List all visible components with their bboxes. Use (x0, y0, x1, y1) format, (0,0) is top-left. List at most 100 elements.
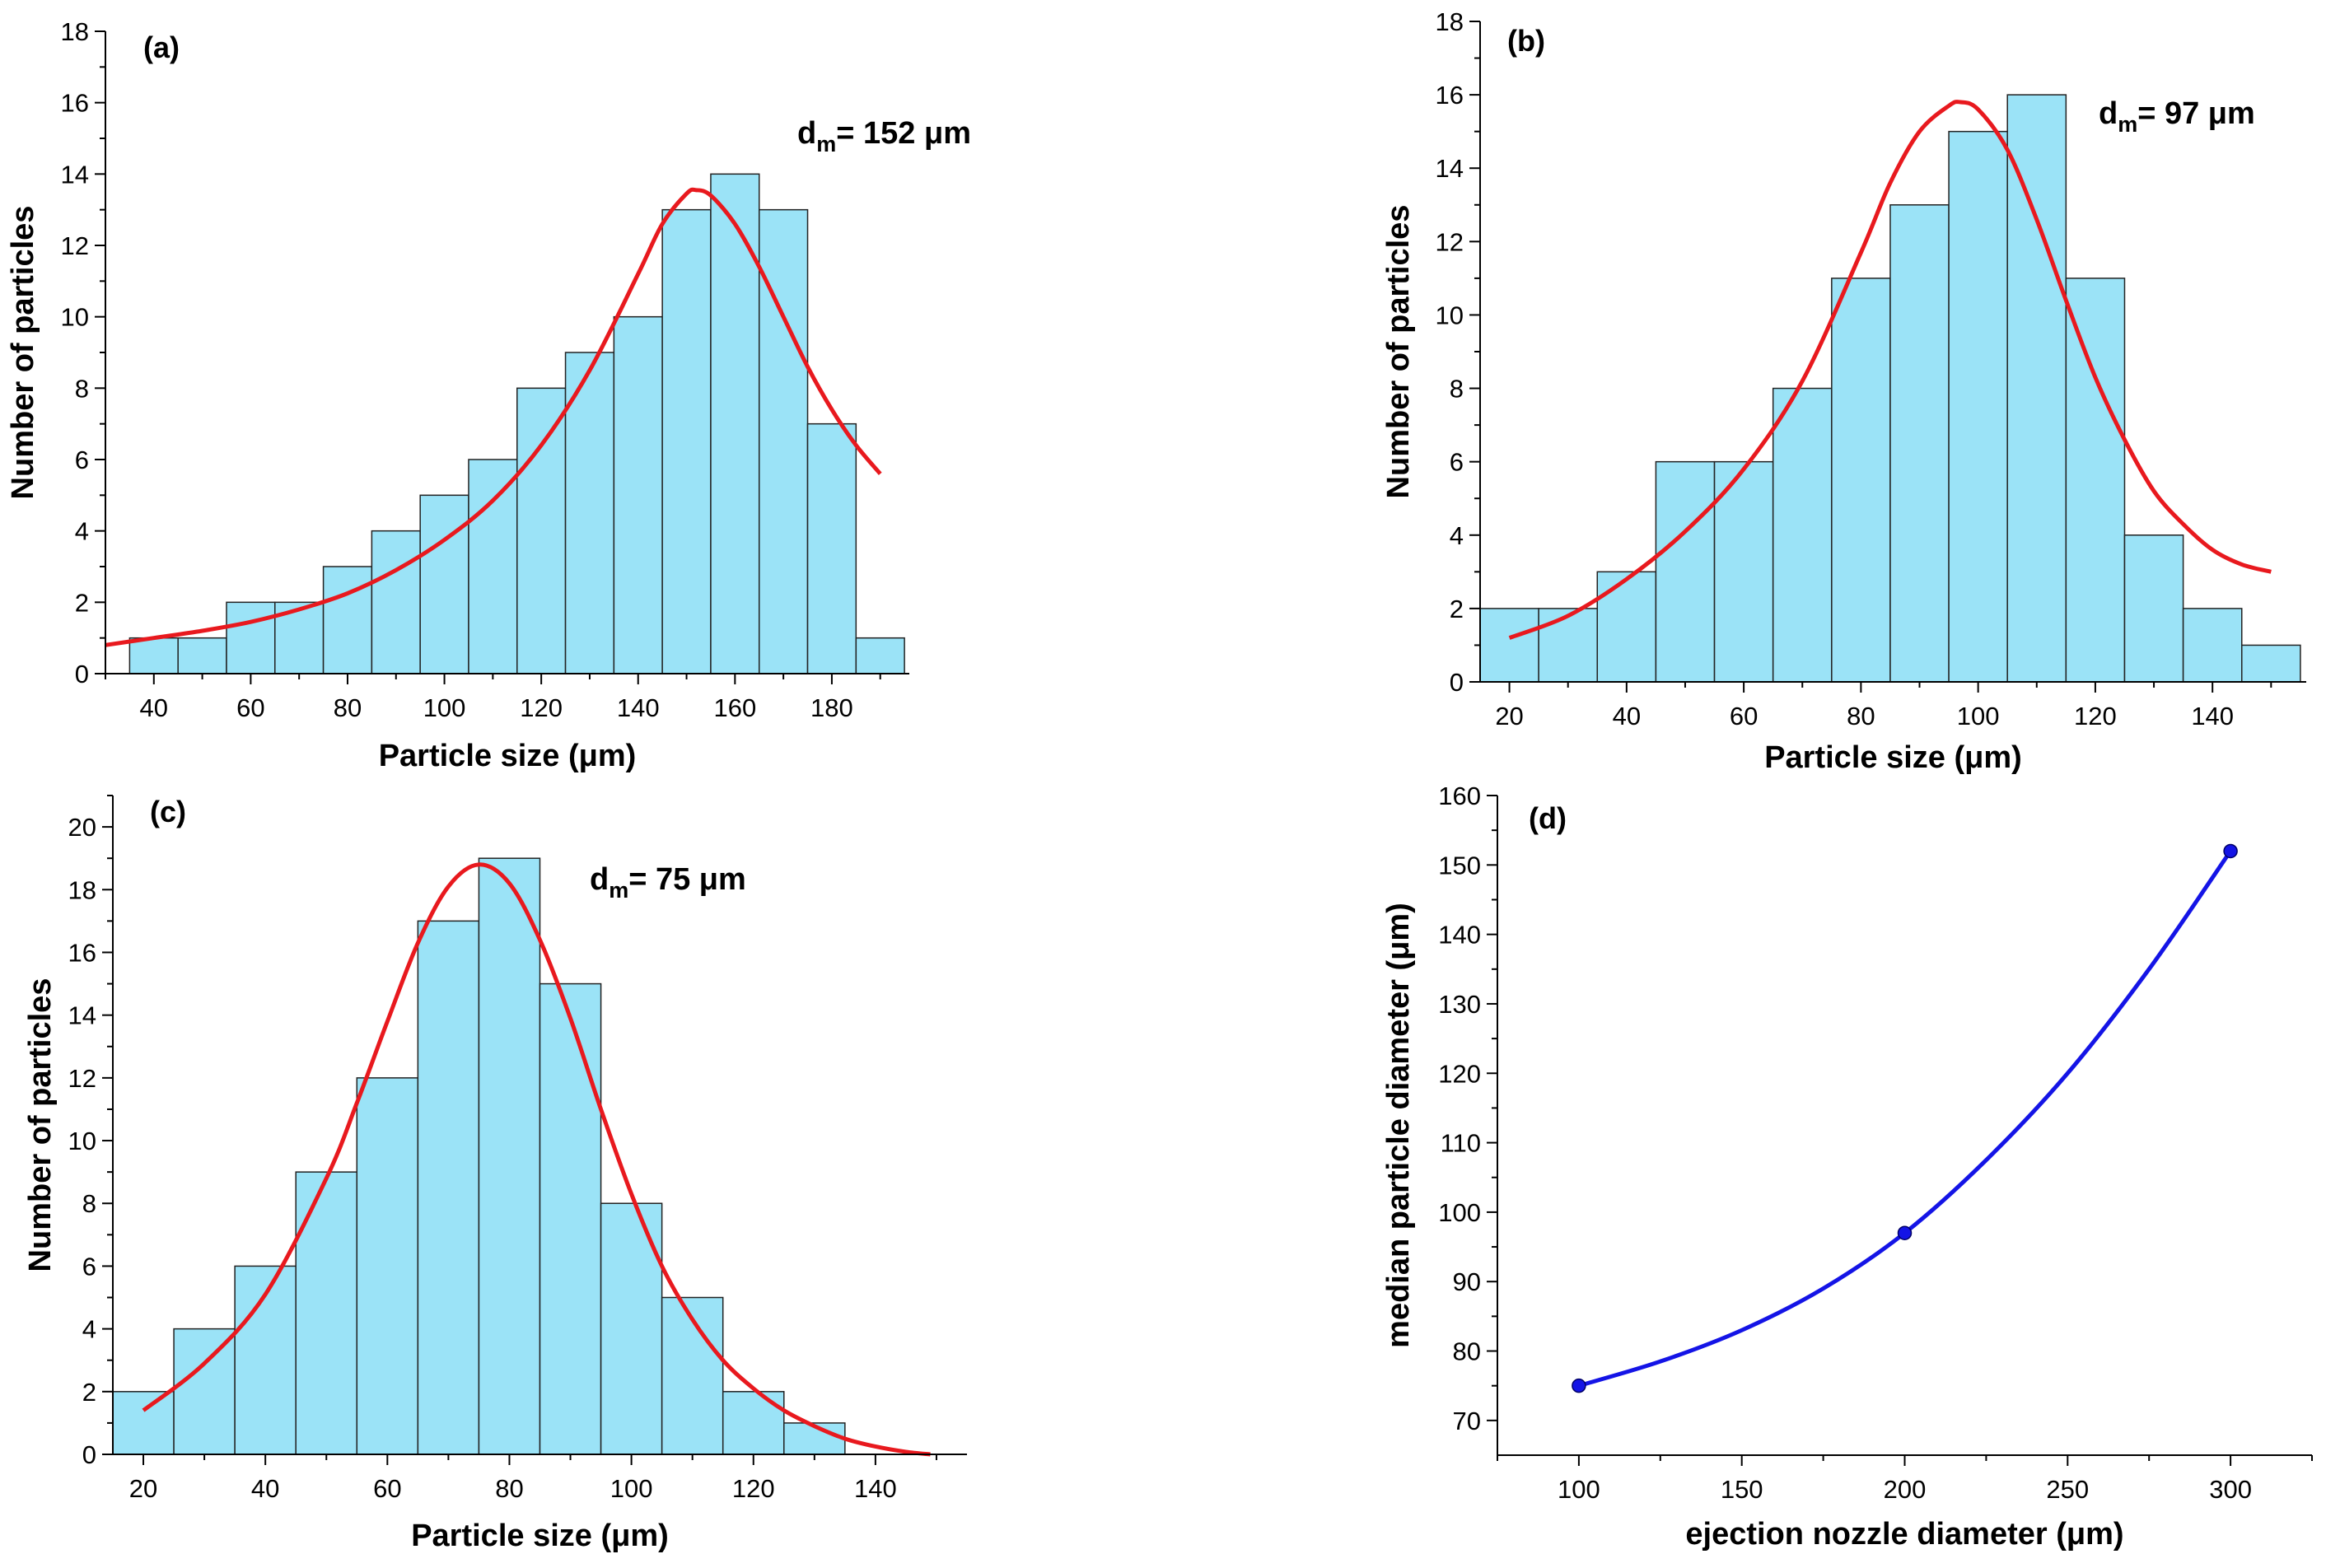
y-tick-label: 12 (68, 1064, 96, 1093)
y-axis-title: Number of particles (23, 978, 58, 1272)
histogram-bar-1 (1479, 608, 1539, 683)
histogram-bar-8 (1889, 204, 1950, 683)
annotation-symbol: d (2099, 96, 2118, 131)
histogram-bar-5 (1713, 460, 1774, 683)
median-annotation: dm= 97 μm (2099, 96, 2255, 137)
x-tick-label: 60 (236, 693, 264, 722)
x-tick-label: 120 (732, 1474, 775, 1503)
histogram-bar-8 (539, 982, 602, 1455)
histogram-bar-15 (806, 422, 857, 674)
y-axis-title: Number of particles (6, 206, 40, 500)
data-point-3 (2223, 843, 2238, 859)
x-tick-label: 80 (1847, 702, 1875, 730)
histogram-bar-4 (295, 1171, 358, 1455)
median-annotation: dm= 75 μm (590, 862, 746, 903)
histogram-bar-4 (1655, 460, 1716, 683)
y-axis-title: Number of particles (1381, 205, 1416, 499)
y-tick-label: 14 (68, 1001, 96, 1030)
y-tick-label: 10 (1436, 301, 1464, 329)
x-tick-label: 20 (1495, 702, 1523, 730)
annotation-symbol: d (797, 116, 816, 151)
annotation-subscript: m (816, 132, 836, 156)
y-tick-label: 12 (61, 231, 89, 260)
y-tick-label: 18 (68, 875, 96, 904)
x-tick-label: 80 (495, 1474, 523, 1503)
x-tick-label: 20 (129, 1474, 157, 1503)
x-tick-label: 60 (1730, 702, 1758, 730)
y-tick-label: 0 (1450, 668, 1464, 697)
annotation-value: = 97 μm (2137, 96, 2255, 131)
y-tick-label: 10 (68, 1127, 96, 1155)
fit-curve (105, 187, 882, 647)
histogram-bar-13 (710, 173, 760, 674)
annotation-value: = 75 μm (628, 862, 746, 897)
histogram-bar-5 (356, 1077, 419, 1455)
histogram-bar-8 (468, 459, 518, 674)
y-tick-label: 12 (1436, 227, 1464, 256)
histogram-bar-10 (564, 352, 615, 674)
x-tick-label: 60 (373, 1474, 401, 1503)
x-tick-label: 300 (2209, 1475, 2252, 1504)
fit-curve (1508, 100, 2272, 640)
y-tick-label: 130 (1438, 990, 1481, 1019)
x-tick-label: 120 (520, 693, 563, 722)
histogram-bar-2 (173, 1328, 236, 1455)
panel-a: 40 60 80 100 120 140 160 180 0 2 4 6 8 10 12 14 16 18 Part… (6, 17, 971, 773)
y-tick-label: 4 (75, 517, 89, 546)
y-tick-label: 150 (1438, 851, 1481, 880)
annotation-subscript: m (609, 878, 628, 903)
data-point-2 (1897, 1225, 1913, 1240)
y-tick-label: 70 (1453, 1407, 1481, 1435)
y-tick-label: 120 (1438, 1059, 1481, 1088)
y-tick-label: 0 (75, 660, 89, 688)
annotation-subscript: m (2118, 112, 2137, 137)
y-tick-label: 90 (1453, 1267, 1481, 1296)
x-axis-title: Particle size (μm) (411, 1519, 669, 1553)
histogram-bar-11 (722, 1391, 785, 1455)
histogram-bar-16 (855, 637, 905, 674)
x-axis-title: Particle size (μm) (1764, 740, 2022, 775)
median-diameter-line (1578, 850, 2233, 1388)
histogram-bar-11 (613, 315, 663, 674)
y-tick-label: 140 (1438, 921, 1481, 950)
panel-c: 20 40 60 80 100 120 140 0 2 4 6 8 10 12 14 16 18 20 Partic… (23, 795, 967, 1553)
histogram-bar-12 (661, 208, 712, 674)
x-tick-label: 100 (1957, 702, 2000, 730)
y-tick-label: 6 (82, 1252, 96, 1281)
y-tick-label: 100 (1438, 1198, 1481, 1227)
fit-curve (142, 862, 931, 1457)
x-tick-label: 120 (2074, 702, 2117, 730)
y-tick-label: 6 (1450, 448, 1464, 477)
x-tick-label: 40 (251, 1474, 279, 1503)
y-tick-label: 16 (61, 89, 89, 118)
x-tick-label: 140 (854, 1474, 897, 1503)
x-tick-label: 140 (617, 693, 660, 722)
x-tick-label: 100 (1558, 1475, 1600, 1504)
panel-label: (a) (143, 30, 180, 64)
x-tick-label: 40 (1613, 702, 1641, 730)
x-tick-label: 80 (334, 693, 362, 722)
y-tick-label: 14 (1436, 154, 1464, 183)
x-axis-title: Particle size (μm) (379, 739, 637, 773)
x-tick-label: 200 (1884, 1475, 1927, 1504)
data-point-1 (1572, 1378, 1586, 1393)
x-tick-label: 100 (610, 1474, 653, 1503)
annotation-symbol: d (590, 862, 609, 897)
histogram-bar-6 (417, 920, 480, 1455)
y-tick-label: 18 (61, 17, 89, 46)
panel-b: 20 40 60 80 100 120 140 0 2 4 6 8 10 12 14 16 18 Particle… (1381, 7, 2306, 775)
histogram-bar-6 (371, 530, 421, 674)
histogram-bars (128, 173, 905, 674)
y-tick-label: 16 (1436, 81, 1464, 110)
histogram-bar-10 (2006, 94, 2067, 683)
y-tick-label: 8 (1450, 375, 1464, 404)
median-annotation: dm= 152 μm (797, 116, 971, 156)
y-tick-label: 80 (1453, 1337, 1481, 1366)
y-tick-label: 2 (82, 1378, 96, 1407)
histogram-bar-12 (2123, 534, 2184, 683)
y-tick-label: 6 (75, 446, 89, 474)
x-tick-label: 150 (1721, 1475, 1763, 1504)
annotation-value: = 152 μm (836, 116, 971, 151)
y-tick-label: 110 (1441, 1129, 1481, 1158)
panel-label: (d) (1529, 801, 1567, 835)
